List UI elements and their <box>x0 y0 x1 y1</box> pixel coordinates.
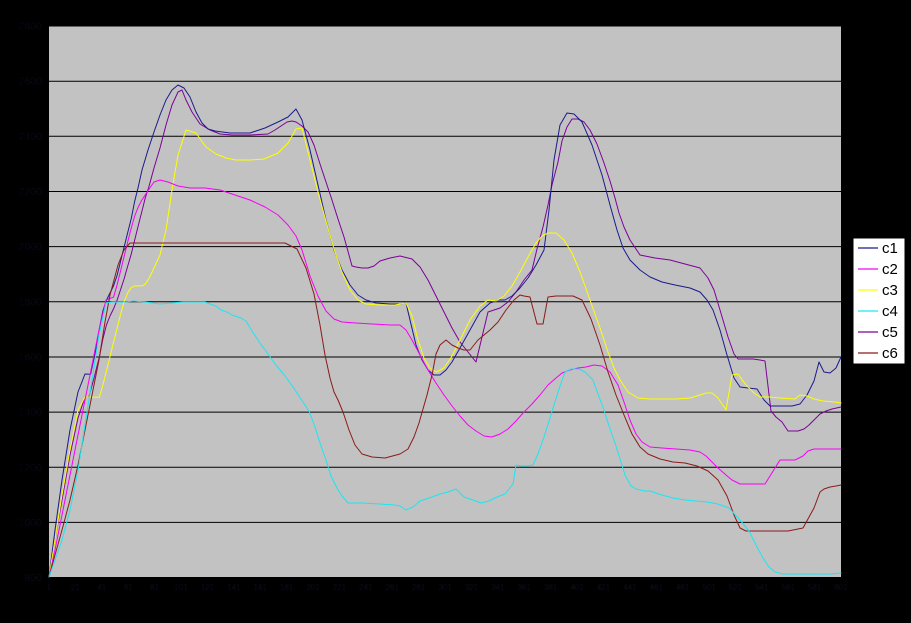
svg-text:c5: c5 <box>882 324 898 341</box>
svg-text:c2: c2 <box>882 261 898 278</box>
svg-text:221: 221 <box>333 583 347 592</box>
svg-text:c1: c1 <box>882 240 898 257</box>
svg-text:1000: 1000 <box>19 517 43 529</box>
svg-text:241: 241 <box>359 583 373 592</box>
svg-text:81: 81 <box>150 583 159 592</box>
svg-text:421: 421 <box>597 583 611 592</box>
svg-text:1400: 1400 <box>19 407 43 419</box>
svg-text:1200: 1200 <box>19 462 43 474</box>
svg-text:401: 401 <box>570 583 584 592</box>
svg-text:c3: c3 <box>882 282 898 299</box>
svg-text:c4: c4 <box>882 303 898 320</box>
svg-text:181: 181 <box>280 583 294 592</box>
svg-text:2800: 2800 <box>19 21 43 33</box>
svg-text:601: 601 <box>834 583 848 592</box>
svg-text:501: 501 <box>702 583 716 592</box>
svg-text:261: 261 <box>386 583 400 592</box>
svg-text:581: 581 <box>808 583 822 592</box>
svg-text:2600: 2600 <box>19 76 43 88</box>
svg-text:381: 381 <box>544 583 558 592</box>
svg-text:301: 301 <box>438 583 452 592</box>
svg-text:2000: 2000 <box>19 241 43 253</box>
svg-text:561: 561 <box>782 583 796 592</box>
svg-text:2400: 2400 <box>19 131 43 143</box>
svg-text:481: 481 <box>676 583 690 592</box>
svg-text:101: 101 <box>174 583 188 592</box>
svg-text:61: 61 <box>124 583 133 592</box>
svg-text:281: 281 <box>412 583 426 592</box>
svg-text:2200: 2200 <box>19 186 43 198</box>
svg-text:201: 201 <box>306 583 320 592</box>
svg-text:161: 161 <box>254 583 268 592</box>
svg-text:461: 461 <box>650 583 664 592</box>
svg-text:541: 541 <box>755 583 769 592</box>
svg-text:21: 21 <box>71 583 80 592</box>
svg-text:121: 121 <box>201 583 215 592</box>
svg-text:c6: c6 <box>882 345 898 362</box>
svg-text:141: 141 <box>227 583 241 592</box>
svg-text:41: 41 <box>97 583 106 592</box>
svg-text:521: 521 <box>729 583 743 592</box>
svg-text:1800: 1800 <box>19 296 43 308</box>
svg-text:321: 321 <box>465 583 479 592</box>
svg-text:441: 441 <box>623 583 637 592</box>
svg-text:800: 800 <box>24 572 42 584</box>
svg-text:1600: 1600 <box>19 352 43 364</box>
svg-text:1: 1 <box>47 583 52 592</box>
svg-text:361: 361 <box>518 583 532 592</box>
svg-text:341: 341 <box>491 583 505 592</box>
